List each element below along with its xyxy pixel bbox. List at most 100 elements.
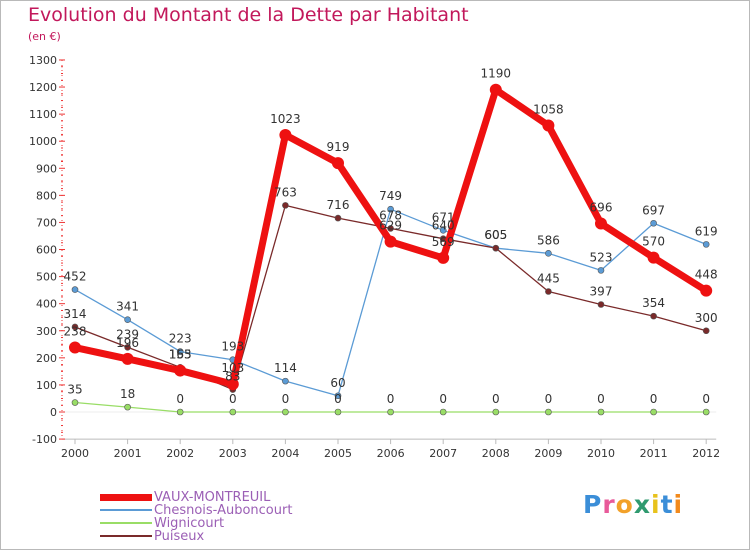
data-point-wignicourt xyxy=(71,399,79,406)
data-label-vaux-montreuil: 1190 xyxy=(481,67,512,81)
y-tick-label: 0 xyxy=(50,406,57,419)
data-label-wignicourt: 0 xyxy=(176,392,184,406)
data-point-wignicourt xyxy=(387,408,394,416)
data-point-chesnois-auboncourt xyxy=(597,267,605,274)
data-point-puiseux xyxy=(545,288,552,295)
data-point-vaux-montreuil xyxy=(69,341,81,354)
data-point-puiseux xyxy=(650,312,657,320)
y-tick-label: 800 xyxy=(36,189,57,202)
data-label-puiseux: 640 xyxy=(432,219,455,233)
logo-letter: i xyxy=(673,490,684,519)
x-tick-label: 2005 xyxy=(324,447,352,460)
data-point-puiseux xyxy=(597,301,605,308)
data-label-puiseux: 397 xyxy=(590,284,613,298)
data-label-wignicourt: 35 xyxy=(67,383,82,397)
x-tick-label: 2006 xyxy=(377,447,405,460)
data-label-wignicourt: 18 xyxy=(120,387,135,401)
x-tick-label: 2009 xyxy=(534,447,562,460)
data-point-vaux-montreuil xyxy=(700,284,713,297)
data-label-wignicourt: 0 xyxy=(597,392,605,406)
data-point-puiseux xyxy=(387,225,394,232)
data-label-chesnois-auboncourt: 586 xyxy=(537,233,560,247)
legend-label: VAUX-MONTREUIL xyxy=(154,489,271,505)
data-point-vaux-montreuil xyxy=(384,235,397,248)
data-point-chesnois-auboncourt xyxy=(650,219,657,227)
data-label-wignicourt: 0 xyxy=(334,392,342,406)
data-point-chesnois-auboncourt xyxy=(71,286,79,293)
data-label-wignicourt: 0 xyxy=(650,392,658,406)
y-tick-label: 200 xyxy=(36,352,57,365)
data-point-puiseux xyxy=(124,343,131,351)
data-point-chesnois-auboncourt xyxy=(334,392,342,400)
data-label-puiseux: 83 xyxy=(225,370,240,384)
data-point-vaux-montreuil xyxy=(174,364,187,377)
data-label-vaux-montreuil: 696 xyxy=(590,201,613,215)
data-point-chesnois-auboncourt xyxy=(124,316,131,323)
legend-item-chesnois-auboncourt: Chesnois-Auboncourt xyxy=(100,503,292,518)
data-label-chesnois-auboncourt: 619 xyxy=(695,224,718,238)
data-point-puiseux xyxy=(71,323,79,331)
data-point-puiseux xyxy=(702,327,710,335)
data-point-vaux-montreuil xyxy=(279,128,292,141)
data-label-vaux-montreuil: 196 xyxy=(116,336,139,350)
data-point-wignicourt xyxy=(176,408,184,416)
data-point-vaux-montreuil xyxy=(489,83,502,96)
legend-item-wignicourt: Wignicourt xyxy=(100,516,224,531)
y-tick-label: 1000 xyxy=(29,135,57,148)
data-label-vaux-montreuil: 569 xyxy=(432,235,455,249)
legend-item-vaux-montreuil: VAUX-MONTREUIL xyxy=(100,489,271,505)
data-point-vaux-montreuil xyxy=(226,378,239,391)
data-point-wignicourt xyxy=(650,408,657,416)
data-label-chesnois-auboncourt: 60 xyxy=(330,376,345,390)
data-point-chesnois-auboncourt xyxy=(702,241,710,248)
y-tick-label: 100 xyxy=(36,379,57,392)
data-point-wignicourt xyxy=(545,408,552,416)
logo-letter: P xyxy=(583,490,603,519)
legend-swatch xyxy=(100,522,152,524)
data-label-puiseux: 678 xyxy=(379,208,402,222)
data-label-puiseux: 605 xyxy=(484,228,507,242)
data-label-vaux-montreuil: 238 xyxy=(64,325,87,339)
data-point-wignicourt xyxy=(702,408,710,416)
data-label-vaux-montreuil: 103 xyxy=(221,361,244,375)
x-tick-label: 2008 xyxy=(482,447,510,460)
data-point-vaux-montreuil xyxy=(437,251,450,264)
data-point-vaux-montreuil xyxy=(595,217,607,230)
data-label-puiseux: 300 xyxy=(695,311,718,325)
x-tick-label: 2011 xyxy=(640,447,668,460)
data-label-chesnois-auboncourt: 671 xyxy=(432,210,455,224)
data-point-wignicourt xyxy=(229,408,237,416)
data-label-vaux-montreuil: 1023 xyxy=(270,112,301,126)
data-point-puiseux xyxy=(282,202,289,209)
logo-letter: o xyxy=(615,490,634,519)
data-label-puiseux: 354 xyxy=(642,296,665,310)
logo-letter: i xyxy=(651,490,661,519)
x-tick-label: 2003 xyxy=(219,447,247,460)
y-tick-label: 500 xyxy=(36,271,57,284)
data-point-wignicourt xyxy=(597,408,605,416)
data-point-vaux-montreuil xyxy=(332,157,344,170)
data-point-wignicourt xyxy=(334,408,342,416)
y-tick-label: 1200 xyxy=(29,81,57,94)
data-point-chesnois-auboncourt xyxy=(176,348,184,355)
data-label-wignicourt: 0 xyxy=(492,392,500,406)
y-tick-label: 700 xyxy=(36,216,57,229)
data-point-vaux-montreuil xyxy=(121,352,134,365)
x-tick-label: 2000 xyxy=(61,447,89,460)
data-point-chesnois-auboncourt xyxy=(387,205,394,213)
legend-label: Puiseux xyxy=(154,528,205,544)
x-tick-label: 2010 xyxy=(587,447,615,460)
data-label-chesnois-auboncourt: 223 xyxy=(169,332,192,346)
data-point-wignicourt xyxy=(124,403,131,411)
y-tick-label: 600 xyxy=(36,244,57,257)
data-point-chesnois-auboncourt xyxy=(439,226,447,234)
data-point-puiseux xyxy=(492,244,500,252)
data-point-vaux-montreuil xyxy=(542,119,555,132)
logo-letter: t xyxy=(660,490,674,519)
data-point-wignicourt xyxy=(439,408,447,416)
y-tick-label: 400 xyxy=(36,298,57,311)
data-label-puiseux: 716 xyxy=(327,198,350,212)
chart-subtitle: (en €) xyxy=(28,30,61,43)
